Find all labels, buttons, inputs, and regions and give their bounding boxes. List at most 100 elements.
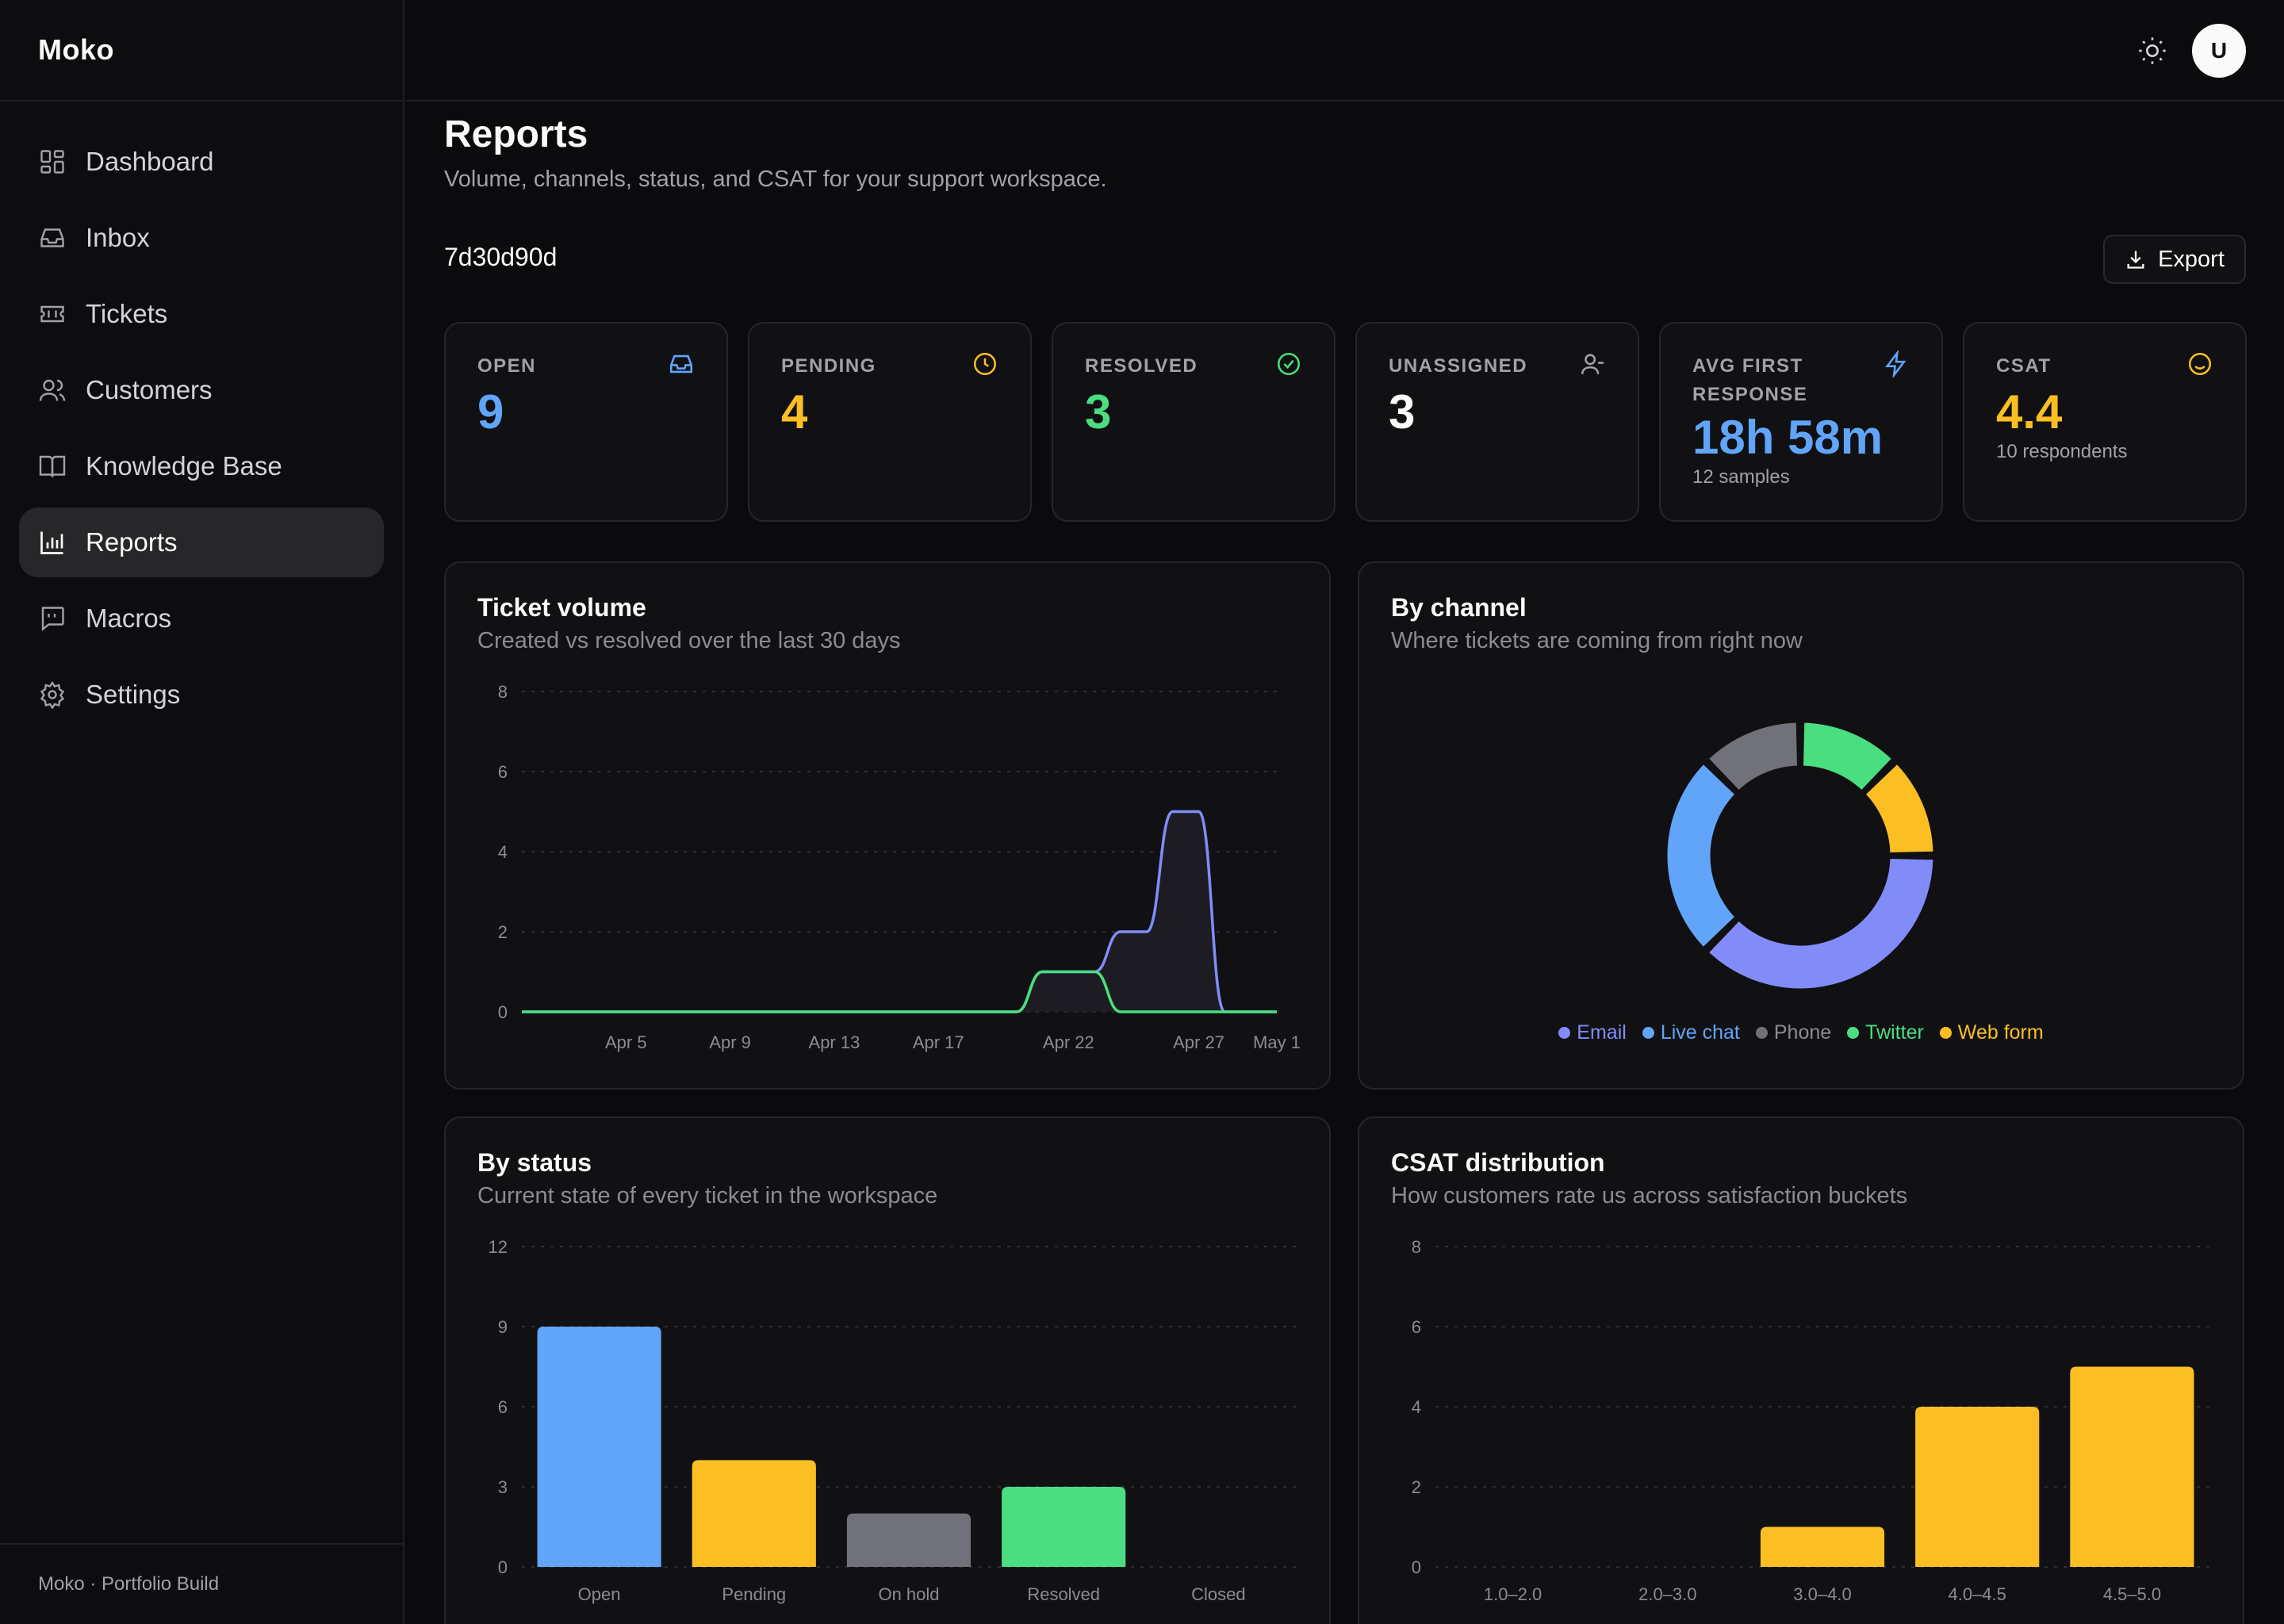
stat-value: 3 [1389, 385, 1416, 439]
y-tick-label: 8 [1412, 1237, 1421, 1257]
sidebar: Moko Dashboard Inbox Tickets Customers K… [0, 0, 404, 1624]
sidebar-item-knowledge-base[interactable]: Knowledge Base [19, 431, 384, 501]
stat-card-csat: CSAT 4.4 10 respondents [1963, 322, 2247, 522]
sidebar-item-tickets[interactable]: Tickets [19, 279, 384, 349]
y-tick-label: 4 [1412, 1397, 1421, 1417]
legend-label: Email [1577, 1021, 1627, 1044]
x-tick-label: On hold [878, 1584, 939, 1604]
by-channel-panel: By channel Where tickets are coming from… [1358, 561, 2244, 1090]
inbox-icon [40, 228, 64, 247]
sidebar-item-reports[interactable]: Reports [19, 508, 384, 577]
chart-legend: Email Live chat Phone Twitter Web form [1359, 1021, 2243, 1044]
series-area [522, 811, 1277, 1012]
x-tick-label: Closed [1191, 1584, 1245, 1604]
top-bar: U [406, 0, 2284, 102]
legend-item: Phone [1755, 1021, 1832, 1044]
sidebar-item-label: Reports [86, 527, 178, 557]
y-tick-label: 6 [498, 762, 508, 782]
x-tick-label: Resolved [1027, 1584, 1100, 1604]
legend-swatch [1558, 1027, 1571, 1039]
pie-slice [1706, 720, 1800, 794]
inbox-icon [669, 354, 693, 373]
stat-note: 12 samples [1692, 466, 1790, 488]
stat-value: 4 [781, 385, 808, 439]
series-line [521, 970, 1277, 1013]
panel-title: CSAT distribution [1391, 1148, 1605, 1177]
stat-label: UNASSIGNED [1389, 355, 1528, 377]
bar [2070, 1366, 2194, 1567]
legend-item: Web form [1939, 1021, 2044, 1044]
x-tick-label: Apr 17 [913, 1032, 964, 1052]
sidebar-item-settings[interactable]: Settings [19, 660, 384, 730]
x-tick-label: Apr 5 [605, 1032, 647, 1052]
stat-label: AVG FIRST RESPONSE [1692, 355, 1808, 405]
avatar[interactable]: U [2192, 24, 2246, 78]
stat-card-pending: PENDING 4 [748, 322, 1032, 522]
x-tick-label: Apr 22 [1043, 1032, 1094, 1052]
y-tick-label: 6 [1412, 1317, 1421, 1337]
stat-label: OPEN [477, 355, 537, 377]
x-tick-label: May 1 [1253, 1032, 1301, 1052]
stat-label: CSAT [1996, 355, 2052, 377]
panel-title: By status [477, 1148, 592, 1177]
export-label: Export [2158, 246, 2225, 272]
legend-item: Email [1558, 1021, 1627, 1044]
csat-distribution-chart: 0 2 4 6 8 1.0–2.0 2.0–3.0 3.0–4.0 4.0–4.5 4.5–5.0 [1412, 1237, 2209, 1604]
y-tick-label: 9 [498, 1317, 508, 1337]
y-tick-label: 12 [489, 1237, 508, 1257]
brand-logo[interactable]: Moko [0, 0, 403, 102]
pie-slice [1665, 761, 1738, 950]
legend-label: Web form [1957, 1021, 2044, 1044]
x-tick-label: 2.0–3.0 [1638, 1584, 1696, 1604]
sidebar-item-label: Dashboard [86, 147, 214, 176]
y-tick-label: 8 [498, 682, 508, 702]
legend-swatch [1755, 1027, 1768, 1039]
stat-label: PENDING [781, 355, 876, 377]
x-tick-label: Apr 13 [809, 1032, 860, 1052]
csat-distribution-panel: CSAT distribution How customers rate us … [1358, 1116, 2244, 1624]
legend-label: Twitter [1865, 1021, 1924, 1044]
y-tick-label: 4 [498, 842, 508, 862]
stat-cards: OPEN 9 PENDING 4 RESOLVED 3 UNASSIGNED 3… [444, 322, 2247, 522]
bar [692, 1460, 816, 1567]
x-tick-label: 4.0–4.5 [1948, 1584, 2006, 1604]
dashboard-icon [40, 150, 64, 174]
y-tick-label: 2 [1412, 1477, 1421, 1497]
sidebar-item-label: Settings [86, 680, 181, 709]
book-icon [39, 455, 66, 477]
panel-subtitle: Current state of every ticket in the wor… [477, 1183, 938, 1208]
panel-title: Ticket volume [477, 593, 646, 622]
clock-icon [973, 352, 997, 376]
x-tick-label: Open [578, 1584, 621, 1604]
x-tick-label: Apr 27 [1173, 1032, 1224, 1052]
legend-label: Phone [1773, 1021, 1832, 1044]
sidebar-item-inbox[interactable]: Inbox [19, 203, 384, 273]
bolt-icon [1885, 350, 1907, 377]
bar [537, 1327, 661, 1567]
stat-value: 9 [477, 385, 504, 439]
pie-slice [1706, 856, 1936, 991]
x-tick-label: 3.0–4.0 [1793, 1584, 1851, 1604]
sidebar-item-customers[interactable]: Customers [19, 355, 384, 425]
legend-item: Live chat [1642, 1021, 1740, 1044]
bar [1002, 1487, 1126, 1567]
y-tick-label: 2 [498, 922, 508, 942]
sidebar-item-label: Customers [86, 375, 213, 404]
stat-note: 10 respondents [1996, 441, 2128, 462]
y-tick-label: 0 [1412, 1557, 1421, 1577]
sidebar-item-dashboard[interactable]: Dashboard [19, 127, 384, 197]
ticket-volume-panel: Ticket volume Created vs resolved over t… [444, 561, 1331, 1090]
legend-label: Live chat [1660, 1021, 1740, 1044]
stat-value: 3 [1085, 385, 1112, 439]
export-button[interactable]: Export [2103, 235, 2246, 284]
sidebar-item-macros[interactable]: Macros [19, 584, 384, 653]
panel-subtitle: How customers rate us across satisfactio… [1391, 1183, 1908, 1208]
stat-card-resolved: RESOLVED 3 [1052, 322, 1336, 522]
sidebar-item-label: Macros [86, 603, 172, 633]
stat-value: 18h 58m [1692, 411, 1884, 464]
ticket-icon [40, 305, 64, 323]
bar-chart-icon [40, 531, 63, 554]
panel-title: By channel [1391, 593, 1527, 622]
sun-icon[interactable] [2136, 35, 2168, 67]
